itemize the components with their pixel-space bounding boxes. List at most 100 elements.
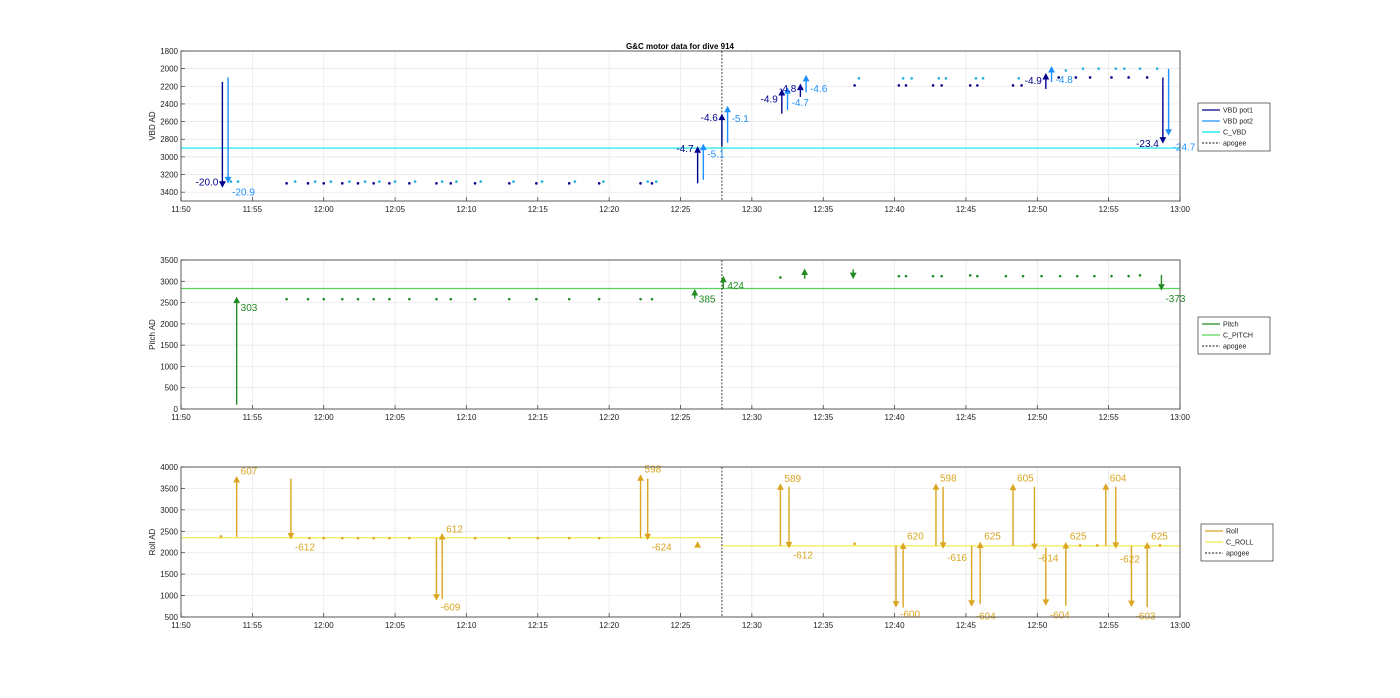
arrow-label: 424 (727, 281, 744, 292)
arrow-head (218, 181, 226, 188)
arrow-label: 607 (241, 466, 258, 477)
x-tick-label: 11:50 (171, 413, 191, 422)
arrow-label: -622 (1120, 555, 1140, 566)
y-axis-label: VBD AD (148, 111, 157, 141)
arrow-label: -624 (652, 542, 672, 553)
x-tick-label: 12:05 (385, 413, 406, 422)
y-tick-label: 3000 (160, 153, 178, 162)
data-point (340, 182, 344, 185)
data-point (567, 182, 571, 185)
x-tick-label: 12:20 (599, 621, 620, 630)
arrow-head (1128, 600, 1135, 608)
x-tick-label: 12:55 (1099, 413, 1120, 422)
arrow-label: -4.9 (761, 95, 779, 106)
data-point (378, 180, 381, 183)
data-point (306, 297, 310, 301)
x-tick-label: 12:25 (670, 621, 691, 630)
arrow-label: 605 (1017, 473, 1034, 484)
x-tick-label: 12:30 (742, 413, 763, 422)
data-point (507, 536, 511, 540)
data-point (853, 542, 856, 546)
x-tick-label: 12:00 (314, 413, 335, 422)
data-point (308, 536, 311, 540)
y-axis-label: Pitch AD (148, 319, 157, 350)
subplot-1: -20.0-20.9-4.7 -5.1-4.6 -5.1-4.9 -4.7-4.8 -4… (148, 47, 1271, 214)
arrow-head (801, 268, 809, 276)
legend-entry: apogee (1223, 344, 1246, 351)
data-point (535, 297, 538, 301)
data-point (536, 536, 540, 540)
data-point (1058, 274, 1062, 278)
y-tick-label: 2000 (160, 320, 178, 329)
x-tick-label: 12:00 (314, 205, 335, 214)
arrow-head (433, 594, 440, 601)
arrow-head (1048, 66, 1055, 73)
arrow-head (694, 146, 702, 153)
arrow-head (968, 600, 976, 607)
data-point (408, 536, 411, 540)
data-point (1127, 274, 1130, 278)
data-point (1110, 274, 1113, 278)
data-point (229, 180, 233, 183)
data-point (329, 180, 333, 183)
x-tick-label: 11:55 (243, 413, 263, 422)
data-point (449, 182, 453, 185)
data-point (639, 182, 642, 185)
data-point (372, 182, 375, 185)
data-point (931, 84, 935, 87)
data-point (1093, 274, 1096, 278)
data-point (363, 180, 367, 183)
data-point (388, 297, 391, 301)
data-point (313, 180, 317, 183)
data-point (372, 297, 375, 301)
arrow-label: -373 (1165, 294, 1185, 305)
arrow-label: -4.8 (779, 84, 797, 95)
arrow-head (233, 476, 241, 483)
arrow-head (694, 541, 702, 548)
data-point (435, 182, 438, 185)
y-tick-label: 3400 (160, 188, 178, 197)
x-tick-label: 13:00 (1170, 205, 1191, 214)
legend-entry: Pitch (1223, 322, 1239, 329)
x-tick-label: 12:50 (1027, 621, 1048, 630)
arrow-head (724, 105, 731, 113)
data-point (567, 536, 571, 540)
arrow-label: -4.6 (810, 84, 828, 95)
arrow-label: -23.4 (1136, 139, 1159, 150)
x-tick-label: 12:25 (670, 413, 691, 422)
arrow-head (892, 601, 900, 608)
data-point (1114, 67, 1118, 70)
x-tick-label: 12:55 (1099, 621, 1120, 630)
data-point (976, 274, 979, 278)
data-point (473, 297, 477, 301)
arrow-head (849, 272, 857, 280)
data-point (540, 180, 544, 183)
arrow-label: -614 (1038, 553, 1058, 564)
data-point (340, 536, 344, 540)
x-tick-label: 12:45 (956, 205, 977, 214)
data-point (650, 297, 654, 301)
arrow-label: 625 (984, 532, 1001, 543)
data-point (910, 77, 913, 80)
y-tick-label: 1000 (160, 362, 178, 371)
data-point (654, 180, 658, 183)
x-tick-label: 12:05 (385, 621, 406, 630)
data-point (306, 182, 310, 185)
data-point (1127, 76, 1130, 79)
data-point (1017, 77, 1021, 80)
arrow-head (644, 533, 652, 541)
arrow-head (778, 88, 786, 96)
data-point (974, 77, 978, 80)
x-tick-label: 12:35 (813, 413, 834, 422)
data-point (236, 180, 240, 183)
y-tick-label: 3500 (160, 256, 178, 265)
data-point (597, 182, 601, 185)
arrow-head (1112, 542, 1120, 549)
data-point (507, 297, 511, 301)
arrow-head (939, 542, 947, 549)
data-point (285, 297, 288, 301)
legend-entry: VBD pot2 (1223, 119, 1253, 126)
legend-entry: C_VBD (1223, 130, 1246, 137)
arrow-head (784, 87, 791, 94)
data-point (1040, 274, 1043, 278)
